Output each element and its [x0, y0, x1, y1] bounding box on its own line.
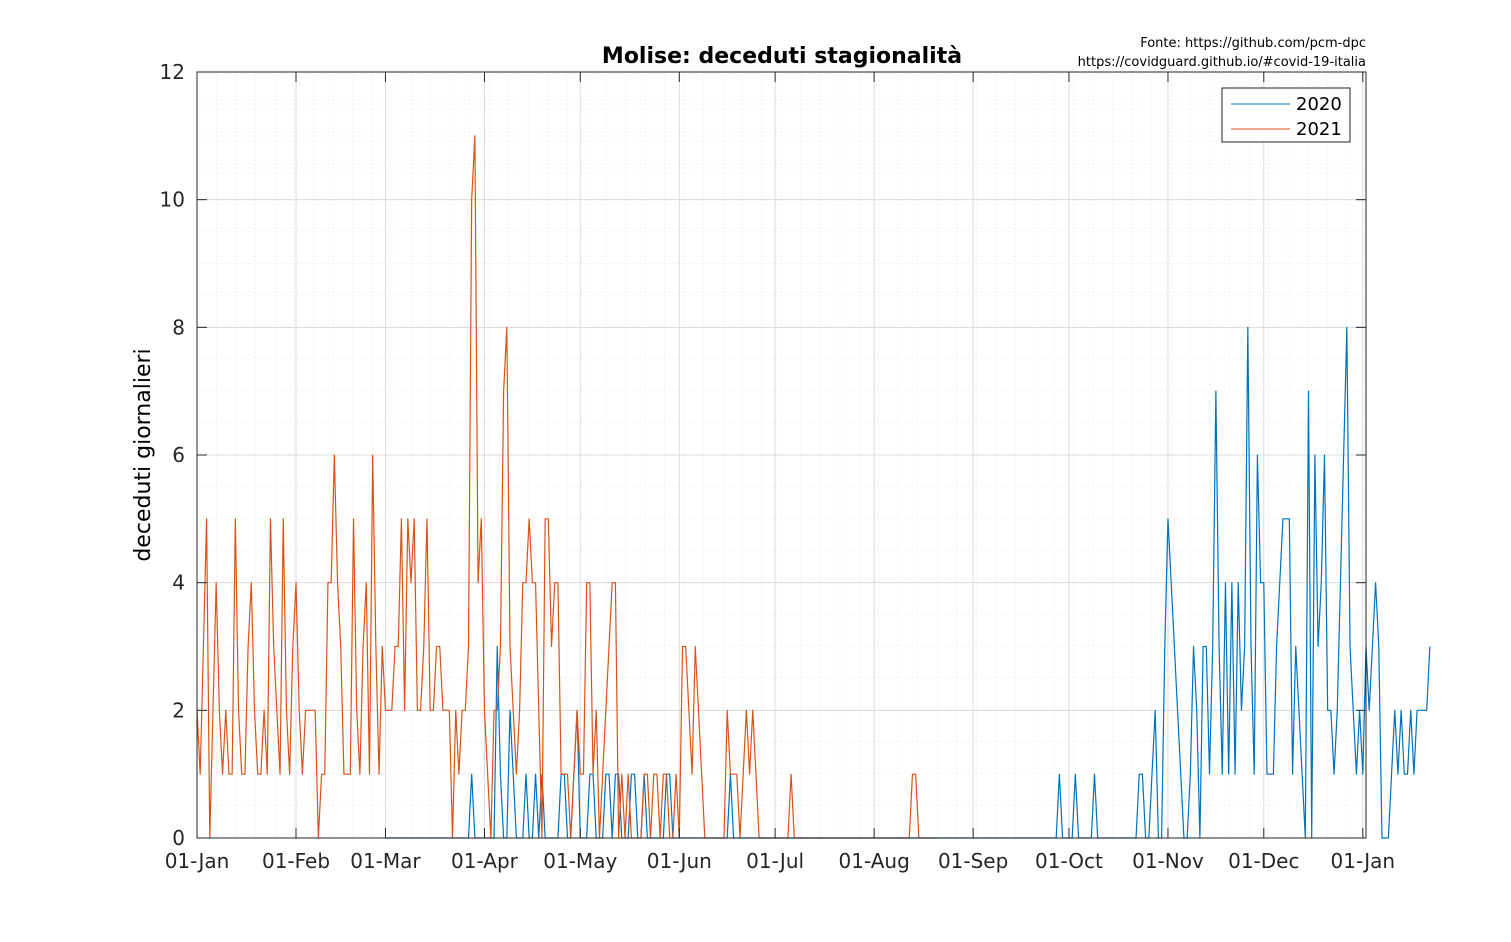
y-tick-label: 4 [172, 571, 185, 595]
x-tick-label: 01-Mar [350, 849, 421, 873]
y-tick-label: 8 [172, 315, 185, 339]
x-tick-label: 01-Jan [165, 849, 230, 873]
legend-label-2020: 2020 [1296, 94, 1342, 115]
x-tick-label: 01-Nov [1132, 849, 1204, 873]
y-tick-label: 0 [172, 826, 185, 850]
x-tick-label: 01-Apr [451, 849, 519, 873]
x-tick-label: 01-Aug [838, 849, 909, 873]
x-tick-label: 01-Jun [647, 849, 712, 873]
x-tick-label: 01-Jul [746, 849, 804, 873]
x-tick-label: 01-Sep [938, 849, 1008, 873]
source-line-2: https://covidguard.github.io/#covid-19-i… [1078, 55, 1366, 70]
source-line-1: Fonte: https://github.com/pcm-dpc [1140, 36, 1366, 51]
x-tick-label: 01-May [543, 849, 617, 873]
y-tick-label: 6 [172, 443, 185, 467]
axis-ticks: 01-Jan 01-Feb 01-Mar 01-Apr 01-May 01-Jun 01-J… [160, 60, 1396, 873]
y-tick-label: 12 [160, 60, 185, 84]
x-tick-label: 01-Jan [1331, 849, 1396, 873]
legend-box [1221, 87, 1351, 143]
y-axis-label: deceduti giornalieri [131, 348, 156, 561]
y-tick-label: 2 [172, 698, 185, 722]
x-tick-label: 01-Feb [262, 849, 330, 873]
y-tick-label: 10 [160, 188, 185, 212]
chart-title: Molise: deceduti stagionalità [602, 44, 962, 69]
legend: 2020 2021 [1221, 87, 1351, 143]
legend-label-2021: 2021 [1296, 119, 1342, 140]
x-tick-label: 01-Dec [1228, 849, 1299, 873]
x-tick-label: 01-Oct [1035, 849, 1103, 873]
